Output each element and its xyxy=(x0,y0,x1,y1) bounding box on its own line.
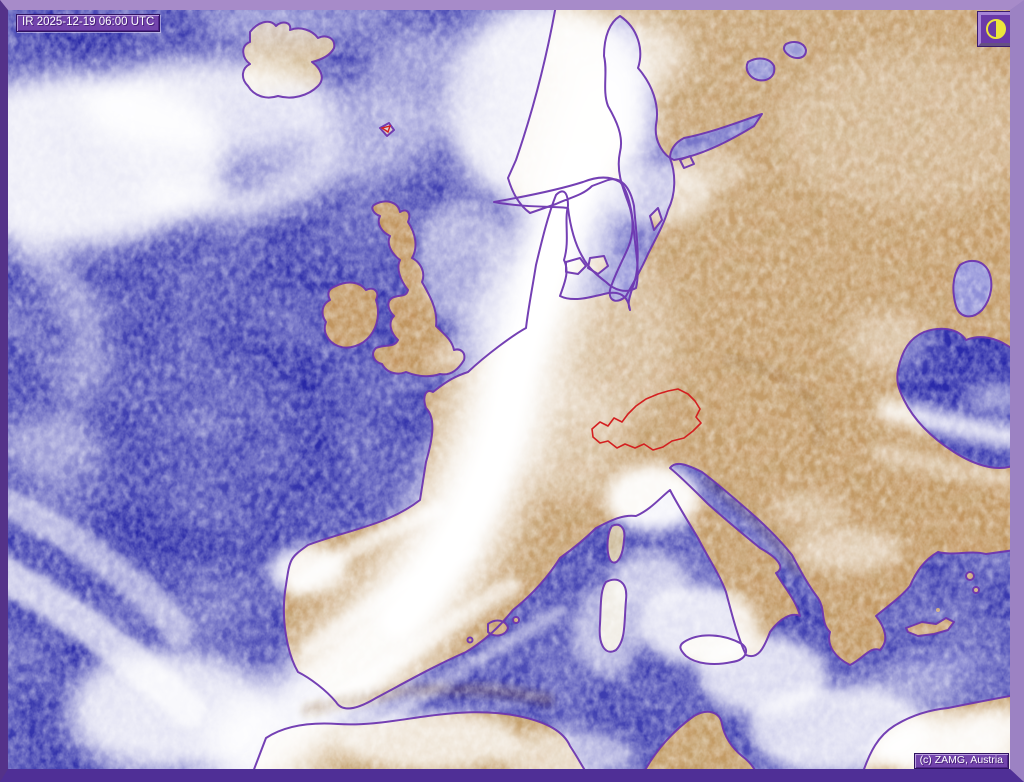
satellite-map-canvas xyxy=(8,10,1010,769)
copyright-label: (c) ZAMG, Austria xyxy=(913,753,1009,769)
noise-texture xyxy=(8,10,1010,769)
day-night-half-circle-icon xyxy=(985,19,1006,39)
coastline-borders xyxy=(241,10,1010,769)
day-night-toggle-button[interactable] xyxy=(978,12,1010,46)
timestamp-label: IR 2025-12-19 06:00 UTC xyxy=(16,14,161,32)
red-marker xyxy=(380,125,392,134)
satellite-map-image xyxy=(8,10,1010,769)
austria-highlight-outline xyxy=(380,125,702,451)
